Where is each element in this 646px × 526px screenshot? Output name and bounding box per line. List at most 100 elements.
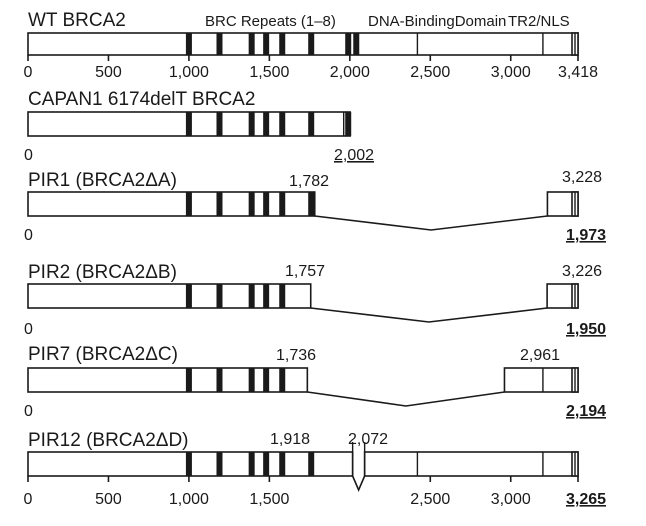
pir1-row: PIR1 (BRCA2ΔA) 1,782 3,228 0 1,973 <box>24 169 606 244</box>
pir2-row: PIR2 (BRCA2ΔB) 1,757 3,226 0 1,950 <box>24 262 606 338</box>
pir7-brc-repeat-1 <box>185 368 192 392</box>
pir12-brc-repeat-2 <box>216 452 223 476</box>
wt-brc-repeat-2 <box>216 33 223 55</box>
pir7-total-length: 2,194 <box>566 403 606 420</box>
pir12-brc-repeat-1 <box>185 452 192 476</box>
pir1-brc-repeat-3 <box>248 192 255 216</box>
pir12-deletion-notch <box>351 475 366 493</box>
pir12-deletion-end-label: 2,072 <box>348 431 388 448</box>
wt-tick-label-1: 500 <box>95 64 122 81</box>
pir1-brc-repeat-1 <box>185 192 192 216</box>
pir2-start-label: 0 <box>24 321 33 338</box>
pir2-deletion-connector <box>310 307 548 323</box>
pir12-row: PIR12 (BRCA2ΔD) 1,918 2,072 0 500 1,000 1,5… <box>24 430 607 508</box>
pir12-brc-repeat-4 <box>263 452 270 476</box>
pir12-brc-repeat-5 <box>279 452 286 476</box>
pir1-title: PIR1 (BRCA2ΔA) <box>28 170 177 191</box>
pir1-start-label: 0 <box>24 227 33 244</box>
capan1-brc-repeat-7 <box>345 112 352 136</box>
pir1-protein-bar <box>27 191 579 231</box>
wt-tick-label-4: 2,000 <box>330 64 370 81</box>
pir2-brc-repeat-3 <box>248 284 255 308</box>
wt-brc-repeat-4 <box>263 33 270 55</box>
pir7-n-terminal-segment <box>27 367 309 393</box>
capan1-title: CAPAN1 6174delT BRCA2 <box>28 89 255 110</box>
capan1-brc-repeat-2 <box>216 112 223 136</box>
pir1-deletion-connector <box>314 215 548 231</box>
pir12-total-length: 3,265 <box>566 491 606 508</box>
pir7-start-label: 0 <box>24 403 33 420</box>
pir2-brc-repeat-4 <box>263 284 270 308</box>
pir2-protein-bar <box>27 283 579 323</box>
pir7-brc-repeat-3 <box>248 368 255 392</box>
wt-title: WT BRCA2 <box>28 10 126 31</box>
pir1-n-terminal-segment <box>27 191 316 217</box>
pir2-deletion-start-label: 1,757 <box>285 263 325 280</box>
wt-brc-repeat-1 <box>185 33 192 55</box>
pir2-brc-repeat-1 <box>185 284 192 308</box>
pir7-row: PIR7 (BRCA2ΔC) 1,736 2,961 0 2,194 <box>24 344 606 420</box>
wt-bar-outline <box>27 32 579 56</box>
wt-tick-label-3: 1,500 <box>249 64 289 81</box>
pir1-deletion-start-label: 1,782 <box>289 173 329 190</box>
capan1-brc-repeat-3 <box>248 112 255 136</box>
wt-tick-label-2: 1,000 <box>169 64 209 81</box>
pir2-title: PIR2 (BRCA2ΔB) <box>28 262 177 283</box>
pir12-brc-repeat-6 <box>308 452 315 476</box>
wt-protein-bar <box>27 32 579 56</box>
pir7-deletion-connector <box>307 391 505 407</box>
capan1-start-label: 0 <box>24 147 33 164</box>
capan1-brc-repeat-5 <box>279 112 286 136</box>
pir2-total-length: 1,950 <box>566 321 606 338</box>
pir7-deletion-start-label: 1,736 <box>276 347 316 364</box>
pir7-title: PIR7 (BRCA2ΔC) <box>28 344 178 365</box>
pir12-tick-label-1: 500 <box>95 491 122 508</box>
pir12-length-axis: 0 500 1,000 1,500 2,500 3,000 3,265 <box>24 476 606 508</box>
pir12-protein-bar <box>27 442 579 493</box>
pir1-brc-repeat-4 <box>263 192 270 216</box>
wt-brc-repeat-8 <box>353 33 360 55</box>
pir12-tick-label-0: 0 <box>24 491 33 508</box>
pir2-brc-repeat-2 <box>216 284 223 308</box>
wt-brc-repeat-7 <box>345 33 352 55</box>
pir7-brc-repeat-2 <box>216 368 223 392</box>
tr2-nls-label: TR2/NLS <box>508 13 570 30</box>
pir1-brc-repeat-5 <box>279 192 286 216</box>
wt-tick-label-5: 2,500 <box>410 64 450 81</box>
capan1-brc-repeat-1 <box>185 112 192 136</box>
pir2-deletion-end-label: 3,226 <box>562 263 602 280</box>
pir7-brc-repeat-5 <box>279 368 286 392</box>
pir12-tick-label-3: 1,500 <box>249 491 289 508</box>
pir1-brc-repeat-2 <box>216 192 223 216</box>
capan1-row: CAPAN1 6174delT BRCA2 0 2,002 <box>24 89 374 164</box>
pir12-title: PIR12 (BRCA2ΔD) <box>28 430 189 451</box>
pir1-deletion-end-label: 3,228 <box>562 169 602 186</box>
wt-brc-repeat-5 <box>279 33 286 55</box>
wt-tick-label-0: 0 <box>24 64 33 81</box>
pir12-tick-label-4: 2,500 <box>410 491 450 508</box>
capan1-end-label: 2,002 <box>334 147 374 164</box>
wt-brc-repeat-3 <box>248 33 255 55</box>
pir12-c-terminal-segment <box>363 451 579 477</box>
pir12-deletion-start-label: 1,918 <box>270 431 310 448</box>
pir12-brc-repeat-3 <box>248 452 255 476</box>
brc-repeats-label: BRC Repeats (1–8) <box>205 13 336 30</box>
pir7-protein-bar <box>27 367 579 407</box>
pir1-total-length: 1,973 <box>566 227 606 244</box>
capan1-protein-bar <box>27 111 352 137</box>
wt-brc-repeat-6 <box>308 33 315 55</box>
pir2-brc-repeat-5 <box>279 284 286 308</box>
capan1-brc-repeat-6 <box>308 112 315 136</box>
pir12-tick-label-2: 1,000 <box>169 491 209 508</box>
pir7-c-terminal-segment <box>503 367 579 393</box>
wt-length-axis: 0 500 1,000 1,500 2,000 2,500 3,000 3,418 <box>24 55 598 81</box>
pir7-deletion-end-label: 2,961 <box>520 347 560 364</box>
pir1-brc-repeat-6 <box>308 192 315 216</box>
pir12-tick-label-5: 3,000 <box>491 491 531 508</box>
pir7-brc-repeat-4 <box>263 368 270 392</box>
dna-binding-domain-label: DNA-BindingDomain <box>368 13 506 30</box>
wt-tick-label-7: 3,418 <box>558 64 598 81</box>
wt-tick-label-6: 3,000 <box>491 64 531 81</box>
wt-brca2-row: WT BRCA2 BRC Repeats (1–8) DNA-BindingDo… <box>24 10 599 81</box>
